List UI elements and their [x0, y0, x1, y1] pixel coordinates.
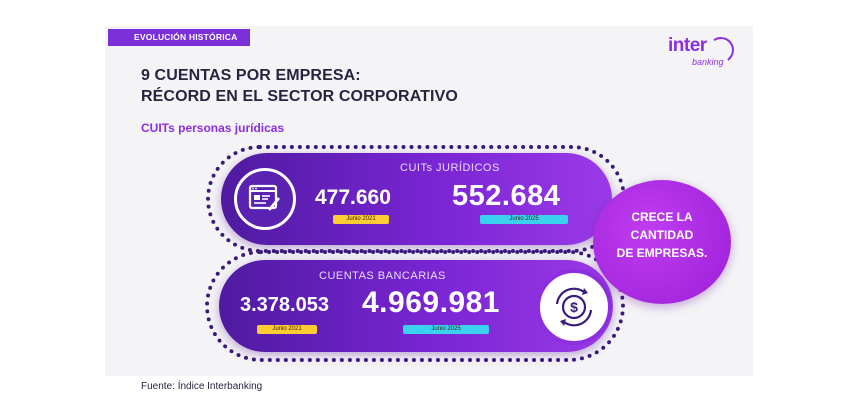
cuits-label: CUITs JURÍDICOS	[400, 162, 500, 174]
burst-text: CRECE LA CANTIDAD DE EMPRESAS.	[593, 208, 731, 262]
cuits-date-after: Junio 2025	[480, 215, 568, 224]
cuentas-date-before: Junio 2021	[257, 325, 317, 334]
cuits-date-before: Junio 2021	[333, 215, 389, 224]
svg-text:$: $	[570, 299, 578, 315]
subheading: CUITs personas jurídicas	[141, 121, 285, 135]
section-tag: EVOLUCIÓN HISTÓRICA	[108, 29, 250, 46]
document-edit-icon	[234, 168, 296, 230]
cuentas-label: CUENTAS BANCARIAS	[319, 270, 446, 282]
burst-line-3: DE EMPRESAS.	[616, 246, 708, 260]
highlight-burst	[593, 180, 731, 304]
dotted-outline-2	[205, 250, 625, 362]
logo-main-text: inter	[668, 35, 707, 56]
logo-sub-text: banking	[692, 57, 724, 67]
headline-line-1: 9 CUENTAS POR EMPRESA:	[141, 67, 361, 84]
headline-line-2: RÉCORD EN EL SECTOR CORPORATIVO	[141, 88, 458, 105]
cuentas-value-after: 4.969.981	[362, 286, 500, 319]
burst-line-2: CANTIDAD	[630, 228, 694, 242]
cuentas-date-after: Junio 2025	[403, 325, 489, 334]
cuentas-value-before: 3.378.053	[240, 294, 329, 316]
dollar-cycle-icon: $	[536, 269, 612, 345]
interbanking-logo: inter banking	[668, 34, 738, 75]
headline: 9 CUENTAS POR EMPRESA: RÉCORD EN EL SECT…	[141, 65, 458, 107]
cuits-value-after: 552.684	[452, 180, 561, 212]
burst-line-1: CRECE LA	[631, 210, 693, 224]
source-note: Fuente: Índice Interbanking	[141, 381, 263, 392]
cuits-value-before: 477.660	[315, 186, 391, 209]
